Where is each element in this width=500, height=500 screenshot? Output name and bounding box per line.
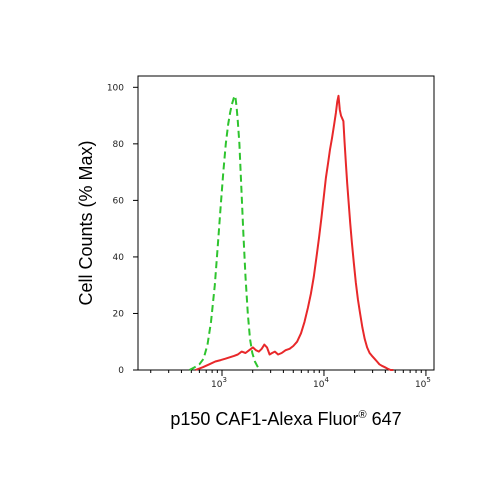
series-group [189,94,394,371]
series-line-red [195,94,394,371]
x-tick-label: 104 [313,376,329,390]
plot-frame [137,75,435,371]
y-tick-label: 100 [107,83,124,93]
x-axis: 103 104 105 [150,370,431,390]
y-axis-title: Cell Counts (% Max) [76,140,96,305]
x-tick-label: 105 [415,376,431,390]
series-line-green [189,94,262,371]
y-tick-label: 0 [118,366,124,376]
y-tick-label: 20 [113,309,125,319]
y-tick-label: 60 [113,196,125,206]
y-tick-label: 80 [113,140,125,150]
x-axis-title: p150 CAF1-Alexa Fluor® 647 [170,409,401,429]
x-tick-label: 103 [211,376,227,390]
y-tick-label: 40 [113,253,125,263]
y-axis: 0 20 40 60 80 100 [107,83,138,376]
